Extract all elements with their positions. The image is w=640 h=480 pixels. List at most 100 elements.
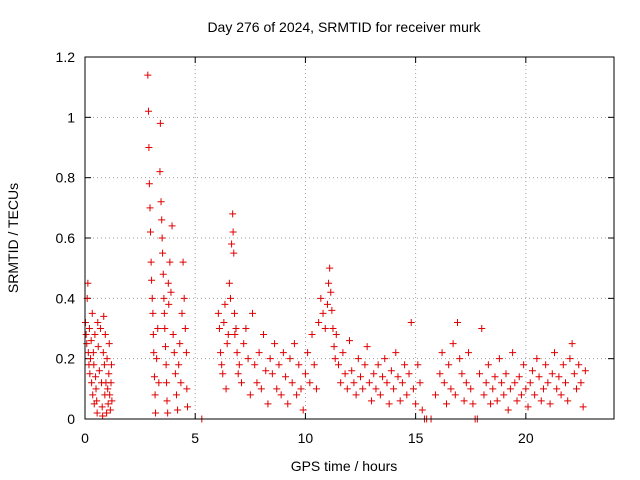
data-point: [570, 370, 578, 378]
y-tick-label: 0.2: [56, 351, 76, 367]
data-point: [288, 379, 296, 387]
data-point: [334, 361, 342, 369]
data-point: [255, 349, 263, 357]
data-point: [379, 373, 387, 381]
data-point: [89, 391, 97, 399]
chart-title: Day 276 of 2024, SRMTID for receiver mur…: [207, 19, 481, 35]
data-point: [454, 318, 462, 326]
data-point: [394, 373, 402, 381]
data-point: [513, 397, 521, 405]
data-point: [577, 379, 585, 387]
data-point: [414, 361, 422, 369]
data-point: [331, 355, 339, 363]
data-point: [528, 367, 536, 375]
data-point: [319, 309, 327, 317]
data-point: [277, 391, 285, 399]
x-axis-label: GPS time / hours: [291, 458, 398, 474]
data-point: [100, 312, 108, 320]
data-point: [376, 391, 384, 399]
x-tick-label: 15: [408, 430, 424, 446]
data-point: [535, 373, 543, 381]
data-point: [235, 361, 243, 369]
data-point: [438, 349, 446, 357]
data-point: [242, 325, 250, 332]
data-point: [161, 343, 169, 351]
data-point: [341, 370, 349, 378]
data-point: [232, 325, 240, 332]
data-point: [174, 406, 182, 414]
data-point: [517, 391, 525, 399]
data-point: [217, 349, 225, 357]
data-point: [165, 300, 173, 308]
data-point: [480, 391, 488, 399]
data-point: [495, 355, 503, 363]
axis-ticks: 0 5 10 15 20 0 0.2 0.4 0.6 0.8 1 1.2: [56, 49, 614, 446]
data-point: [225, 279, 233, 287]
data-point: [290, 340, 298, 348]
data-point: [484, 361, 492, 369]
data-point: [148, 276, 156, 284]
data-point: [144, 107, 152, 115]
data-point: [310, 361, 318, 369]
y-tick-label: 1: [67, 109, 75, 125]
data-point: [456, 355, 464, 363]
data-point: [327, 288, 335, 296]
data-point: [151, 391, 159, 399]
data-point: [387, 367, 395, 375]
data-point: [460, 397, 468, 405]
data-point: [157, 198, 165, 206]
data-point: [182, 349, 190, 357]
data-points: [81, 71, 589, 423]
data-point: [95, 367, 103, 375]
y-tick-label: 0.8: [56, 170, 76, 186]
data-point: [339, 349, 347, 357]
data-point: [451, 391, 459, 399]
data-point: [100, 361, 108, 369]
data-point: [103, 409, 111, 417]
data-point: [219, 370, 227, 378]
data-point: [149, 309, 157, 317]
data-point: [150, 349, 158, 357]
data-point: [506, 385, 514, 393]
data-point: [275, 361, 283, 369]
data-point: [537, 397, 545, 405]
data-point: [153, 355, 161, 363]
data-point: [88, 309, 96, 317]
data-point: [146, 204, 154, 212]
data-point: [249, 309, 257, 317]
data-point: [533, 355, 541, 363]
y-tick-label: 0: [67, 411, 75, 427]
data-point: [330, 343, 338, 351]
data-point: [396, 397, 404, 405]
y-tick-label: 0.6: [56, 230, 76, 246]
data-point: [229, 228, 237, 236]
data-point: [257, 385, 265, 393]
data-point: [447, 385, 455, 393]
data-point: [87, 355, 95, 363]
data-point: [233, 349, 241, 357]
data-point: [164, 279, 172, 287]
data-point: [467, 385, 475, 393]
data-point: [299, 406, 307, 414]
data-point: [550, 349, 558, 357]
data-point: [244, 355, 252, 363]
data-point: [520, 361, 528, 369]
data-point: [350, 379, 358, 387]
x-tick-label: 10: [298, 430, 314, 446]
data-point: [218, 361, 226, 369]
data-point: [295, 361, 303, 369]
data-point: [557, 391, 565, 399]
data-point: [260, 331, 268, 339]
data-point: [93, 409, 101, 417]
data-point: [147, 258, 155, 266]
data-point: [357, 373, 365, 381]
data-point: [306, 379, 314, 387]
data-point: [237, 379, 245, 387]
data-point: [436, 370, 444, 378]
data-point: [156, 168, 164, 176]
data-point: [279, 349, 287, 357]
data-point: [171, 370, 179, 378]
y-axis-label: SRMTID / TECUs: [5, 183, 21, 293]
data-point: [412, 400, 420, 408]
